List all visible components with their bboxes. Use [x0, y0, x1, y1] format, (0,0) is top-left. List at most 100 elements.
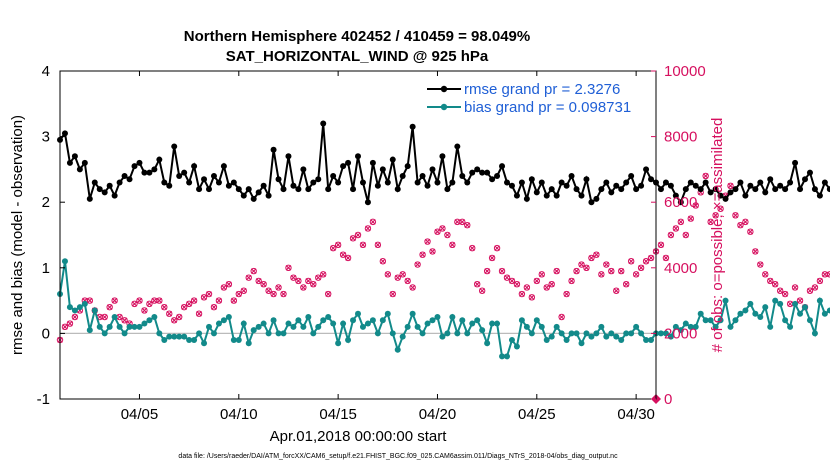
bias-point: [677, 327, 684, 334]
rmse-point: [146, 169, 153, 176]
rmse-point: [588, 199, 595, 206]
rmse-point: [712, 186, 719, 193]
bias-point: [225, 314, 232, 320]
rmse-point: [543, 192, 550, 199]
bias-point: [250, 327, 257, 334]
obs-assimilated-point: [315, 274, 322, 281]
bias-point: [191, 336, 198, 343]
obs-assimilated-point: [757, 261, 764, 268]
obs-assimilated-point: [613, 287, 620, 294]
obs-possible-point: [374, 241, 382, 249]
obs-assimilated-point: [797, 297, 803, 304]
obs-assimilated-point: [166, 310, 173, 317]
rmse-point: [106, 182, 113, 189]
bias-point: [350, 317, 357, 324]
obs-assimilated-point: [663, 255, 669, 261]
rmse-point: [131, 163, 138, 170]
obs-assimilated-point: [603, 261, 610, 268]
obs-assimilated-point: [494, 245, 500, 251]
obs-possible-point: [364, 225, 372, 232]
rmse-point: [777, 182, 784, 189]
bias-point: [290, 323, 297, 330]
obs-possible-point: [563, 290, 570, 298]
rmse-point: [414, 179, 421, 186]
obs-assimilated-point: [772, 281, 778, 287]
rmse-point: [275, 176, 282, 183]
chart-title-line1: Northern Hemisphere 402452 / 410459 = 98…: [184, 28, 530, 45]
obs-possible-point: [608, 267, 615, 275]
obs-possible-point: [667, 231, 675, 239]
bias-point: [548, 333, 555, 340]
obs-assimilated-point: [231, 297, 237, 304]
obs-possible-point: [399, 271, 406, 278]
rmse-point: [419, 172, 426, 179]
obs-assimilated-point: [573, 268, 580, 274]
rmse-point: [280, 186, 287, 193]
obs-assimilated-point: [111, 297, 118, 304]
obs-assimilated-point: [325, 291, 331, 297]
obs-assimilated-point: [116, 314, 123, 320]
obs-assimilated-point: [807, 287, 813, 294]
obs-assimilated-point: [365, 225, 371, 232]
obs-assimilated-point: [687, 215, 694, 222]
obs-possible-point: [796, 297, 804, 304]
obs-assimilated-point: [558, 314, 565, 320]
rmse-point: [61, 130, 68, 137]
obs-possible-point: [662, 254, 670, 262]
bias-point: [662, 330, 669, 337]
rmse-point: [91, 179, 98, 186]
rmse-point: [787, 179, 794, 186]
bias-point: [757, 314, 764, 320]
bias-point: [151, 314, 158, 320]
bias-point: [792, 300, 799, 307]
rmse-point: [176, 172, 183, 179]
bias-point: [369, 317, 376, 324]
obs-possible-point: [141, 307, 148, 314]
obs-possible-point: [344, 254, 352, 262]
obs-possible-point: [419, 251, 426, 258]
rmse-point: [389, 156, 396, 163]
rmse-point: [126, 176, 133, 183]
x-axis-label: Apr.01,2018 00:00:00 start: [270, 428, 448, 445]
obs-assimilated-point: [618, 268, 625, 274]
rmse-point: [86, 195, 93, 202]
obs-possible-point: [578, 261, 585, 268]
rmse-point: [335, 179, 342, 186]
obs-assimilated-point: [509, 278, 515, 284]
bias-point: [558, 330, 565, 337]
rmse-point: [469, 169, 476, 176]
bias-point: [633, 323, 640, 330]
rmse-point: [196, 186, 203, 193]
rmse-point: [717, 192, 724, 199]
obs-assimilated-point: [474, 281, 480, 287]
obs-assimilated-point: [787, 301, 793, 307]
rmse-point: [806, 169, 813, 176]
y-axis-right-label: # of obs: o=possible; ×=assimilated: [709, 118, 726, 353]
bias-point: [598, 323, 605, 330]
rmse-point: [355, 153, 361, 160]
obs-possible-point: [379, 258, 387, 265]
obs-possible-point: [767, 277, 774, 285]
rmse-point: [404, 163, 411, 170]
bias-point: [568, 330, 575, 337]
rmse-point: [821, 179, 828, 186]
rmse-point: [255, 189, 262, 196]
rmse-point: [608, 189, 615, 196]
obs-possible-point: [166, 310, 173, 317]
obs-possible-point: [627, 258, 635, 265]
obs-assimilated-point: [280, 291, 287, 297]
bias-point: [81, 300, 88, 307]
data-file-footnote: data file: /Users/raeder/DAI/ATM_forcXX/…: [178, 453, 618, 460]
rmse-point: [802, 176, 808, 183]
obs-possible-point: [553, 267, 560, 275]
bias-point: [255, 323, 262, 330]
obs-assimilated-point: [727, 183, 734, 189]
rmse-point: [424, 182, 431, 189]
obs-assimilated-point: [260, 281, 267, 287]
bias-point: [280, 330, 287, 337]
obs-possible-point: [131, 300, 138, 308]
bias-point: [240, 320, 247, 327]
obs-possible-point: [185, 300, 193, 308]
obs-assimilated-point: [106, 304, 113, 310]
bias-point: [772, 297, 779, 304]
